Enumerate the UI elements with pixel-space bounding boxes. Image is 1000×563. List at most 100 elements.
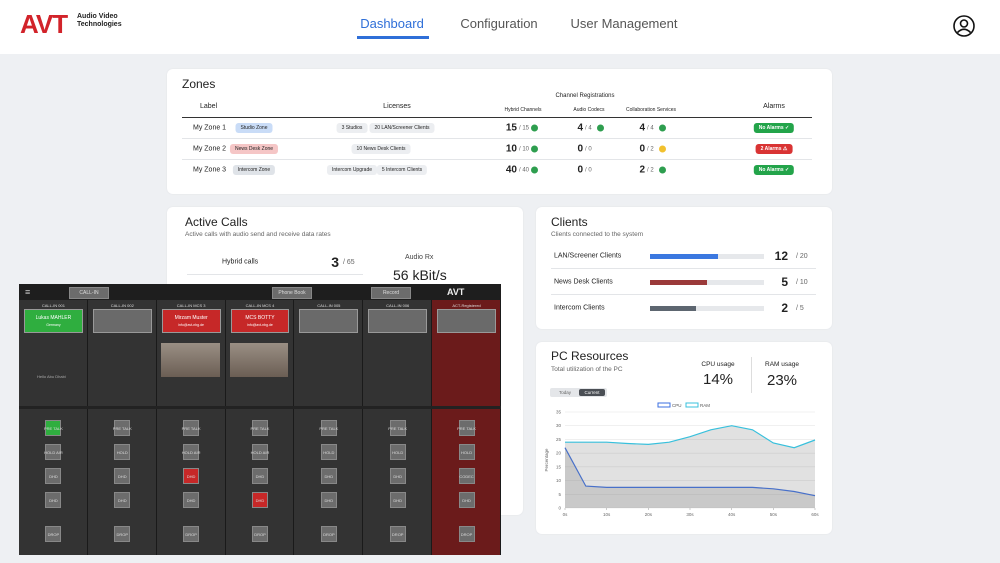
strip-button[interactable]: DROP xyxy=(183,526,200,542)
channel-strip: CALL-IN MCS 3 Mirzam Muster info@avt-nbg.d… xyxy=(156,300,226,555)
strip-button[interactable]: PRE TALK xyxy=(388,420,407,436)
nav-tab[interactable]: User Management xyxy=(570,16,678,31)
strip-meter xyxy=(294,406,364,409)
strip-button[interactable]: DHD xyxy=(458,492,475,508)
strip-button[interactable]: DHD xyxy=(114,468,131,484)
strip-button[interactable]: HOLD AIR xyxy=(251,444,269,460)
menu-icon: ≡ xyxy=(25,287,31,297)
strip-button[interactable]: DHD xyxy=(45,492,62,508)
client-name: News Desk Clients xyxy=(554,278,613,286)
toolbar-button[interactable]: Phone Book xyxy=(272,287,312,299)
bar xyxy=(650,254,719,259)
strip-name: CALL-IN MCS 3 xyxy=(176,303,206,308)
strip-button[interactable]: DHD xyxy=(45,468,62,484)
rx-value: 56 kBit/s xyxy=(393,267,447,283)
logo: AVT xyxy=(20,9,68,39)
strip-button[interactable]: PRE TALK xyxy=(113,420,132,436)
count-total: / 10 xyxy=(519,146,530,153)
strip-button[interactable]: DROP xyxy=(251,526,268,542)
strip-name: CALL-IN 002 xyxy=(110,303,134,308)
y-tick-label: 20 xyxy=(556,451,562,456)
strip-button[interactable]: PRE TALK xyxy=(251,420,269,436)
status-dot xyxy=(659,166,666,174)
strip-button[interactable]: DROP xyxy=(389,526,406,542)
strip-name: CALL-IN 006 xyxy=(386,303,410,308)
strip-button[interactable]: PRE TALK xyxy=(44,420,63,436)
strip-button[interactable]: DHD xyxy=(251,492,268,508)
caller-box xyxy=(299,309,359,333)
count: 2 xyxy=(639,164,645,176)
strip-meter xyxy=(363,406,433,409)
strip-button[interactable]: PRE TALK xyxy=(457,420,476,436)
card-title: Zones xyxy=(182,77,216,91)
divider xyxy=(182,138,812,139)
strip-button[interactable]: DHD xyxy=(114,492,131,508)
strip-button[interactable]: DHD xyxy=(183,468,200,484)
pc-chart: 0 5 10 15 20 25 30 35 0s 10s 20s 30s 40s 50s 60s Percen… xyxy=(544,402,819,517)
strip-button[interactable]: DHD xyxy=(251,468,268,484)
divider xyxy=(551,294,816,295)
strip-button[interactable]: DROP xyxy=(45,526,62,542)
x-tick-label: 20s xyxy=(645,512,653,517)
legend-label: RAM xyxy=(700,403,710,408)
strip-button[interactable]: DHD xyxy=(389,468,406,484)
caller-sub: info@avt-nbg.de xyxy=(178,323,204,327)
strip-button[interactable]: CODEC xyxy=(458,468,475,484)
caller-box: Mirzam Muster info@avt-nbg.de xyxy=(161,309,221,333)
column-header: Licenses xyxy=(383,103,411,110)
caller-box xyxy=(437,309,496,333)
toolbar-button[interactable]: Record xyxy=(371,287,411,299)
strip-button[interactable]: DHD xyxy=(320,468,337,484)
card-title: Clients xyxy=(551,215,588,229)
zone-label: My Zone 3 xyxy=(193,166,227,174)
strip-button[interactable]: HOLD xyxy=(114,444,131,460)
divider xyxy=(551,268,816,269)
user-avatar[interactable] xyxy=(953,15,975,37)
logo-text: Audio Video Technologies xyxy=(77,13,122,28)
strip-name: CALL-IN MCS 4 xyxy=(245,303,275,308)
strip-button[interactable]: HOLD AIR xyxy=(44,444,63,460)
strip-button[interactable]: DHD xyxy=(320,492,337,508)
strip-name: CALL-IN 001 xyxy=(41,303,65,308)
channel-strip: CALL-IN 002 PRE TALK HOLD DHD DHD DROP xyxy=(87,300,157,555)
strip-button[interactable]: HOLD xyxy=(458,444,475,460)
column-header: Audio Codecs xyxy=(573,107,605,113)
legend-label: CPU xyxy=(672,403,682,408)
count-total: / 15 xyxy=(519,125,530,132)
stat-divider xyxy=(751,357,752,393)
strip-button[interactable]: PRE TALK xyxy=(319,420,338,436)
nav-tab[interactable]: Configuration xyxy=(460,16,538,31)
strip-button[interactable]: DHD xyxy=(389,492,406,508)
zone-label: My Zone 1 xyxy=(193,124,227,132)
caller-box xyxy=(368,309,428,333)
toggle xyxy=(550,388,607,397)
strip-button[interactable]: DHD xyxy=(183,492,200,508)
toggle-option[interactable]: Current xyxy=(579,389,605,396)
strip-meter xyxy=(87,406,157,409)
call-count: 3 xyxy=(331,254,339,270)
line xyxy=(565,425,816,449)
strip-button[interactable]: HOLD xyxy=(389,444,406,460)
video-feed xyxy=(160,343,220,377)
column-header: Channel Registrations xyxy=(555,93,615,99)
y-axis-label: Percentage xyxy=(544,448,549,472)
card-title: Active Calls xyxy=(185,215,248,229)
strip-button[interactable]: HOLD AIR xyxy=(182,444,200,460)
toggle-option[interactable]: Today xyxy=(558,390,571,395)
status-dot xyxy=(659,124,666,132)
count: 4 xyxy=(639,122,645,134)
strip-button[interactable]: HOLD xyxy=(320,444,337,460)
y-tick-label: 30 xyxy=(556,423,562,428)
zones-card xyxy=(167,69,832,194)
x-tick-label: 50s xyxy=(770,512,778,517)
strip-button[interactable]: DROP xyxy=(320,526,337,542)
toolbar-button[interactable]: CALL-IN xyxy=(69,287,109,299)
strip-button[interactable]: DROP xyxy=(458,526,475,542)
top-bar xyxy=(0,0,1000,54)
strip-button[interactable]: DROP xyxy=(114,526,131,542)
strip-button[interactable]: PRE TALK xyxy=(182,420,201,436)
nav-tab[interactable]: Dashboard xyxy=(360,16,424,31)
client-name: Intercom Clients xyxy=(554,304,605,312)
strip-name: CALL-IN 005 xyxy=(317,303,341,308)
